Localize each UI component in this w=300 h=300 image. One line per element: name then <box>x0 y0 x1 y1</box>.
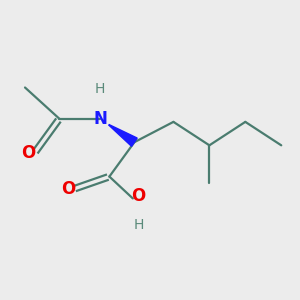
Polygon shape <box>109 125 137 146</box>
Text: O: O <box>22 144 36 162</box>
Text: N: N <box>93 110 107 128</box>
Text: H: H <box>133 218 144 232</box>
Text: O: O <box>131 187 146 205</box>
Text: H: H <box>95 82 105 96</box>
Text: O: O <box>61 180 75 198</box>
